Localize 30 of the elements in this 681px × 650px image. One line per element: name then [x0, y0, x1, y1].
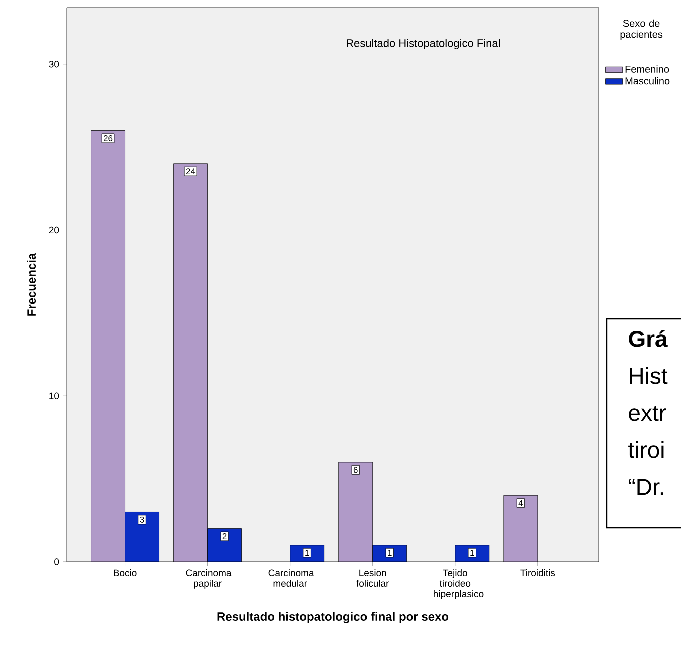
y-axis-title: Frecuencia [27, 253, 36, 316]
x-tick-label: Bocio [114, 570, 137, 576]
data-label: 4 [518, 500, 524, 506]
data-label: 24 [186, 168, 196, 175]
x-axis-title: Resultado histopatologico final por sexo [218, 612, 449, 624]
y-tick-label: 0 [54, 558, 60, 566]
text: “Dr. [629, 479, 664, 496]
data-label: 1 [388, 550, 392, 556]
text: Hist [630, 367, 668, 384]
text: Resultado Histopatologico Final [347, 39, 500, 50]
data-label: 1 [470, 550, 474, 556]
text: tiroi [628, 441, 664, 458]
y-tick-label: 30 [49, 61, 60, 68]
x-tick-label: Tiroiditis [520, 570, 556, 576]
data-label: 26 [104, 135, 113, 142]
x-tick-label: Carcinoma medular [268, 570, 314, 587]
data-label: 2 [222, 534, 227, 540]
x-tick-label: Carcinoma papilar [186, 570, 232, 589]
data-label: 1 [306, 550, 310, 556]
data-label: 6 [354, 467, 358, 474]
text: extr [629, 406, 666, 422]
y-tick-label: 10 [50, 392, 60, 400]
y-tick-label: 20 [49, 226, 60, 234]
legend-label: Masculino [626, 77, 670, 85]
legend-label: Femenino [626, 66, 670, 73]
data-label: 3 [140, 516, 144, 523]
x-tick-label: Tejido tiroideo hiperplasico [434, 570, 484, 600]
legend-title: Sexo de pacientes [620, 20, 663, 40]
x-tick-label: Lesion folicular [356, 570, 390, 587]
text: Grá [629, 330, 668, 348]
